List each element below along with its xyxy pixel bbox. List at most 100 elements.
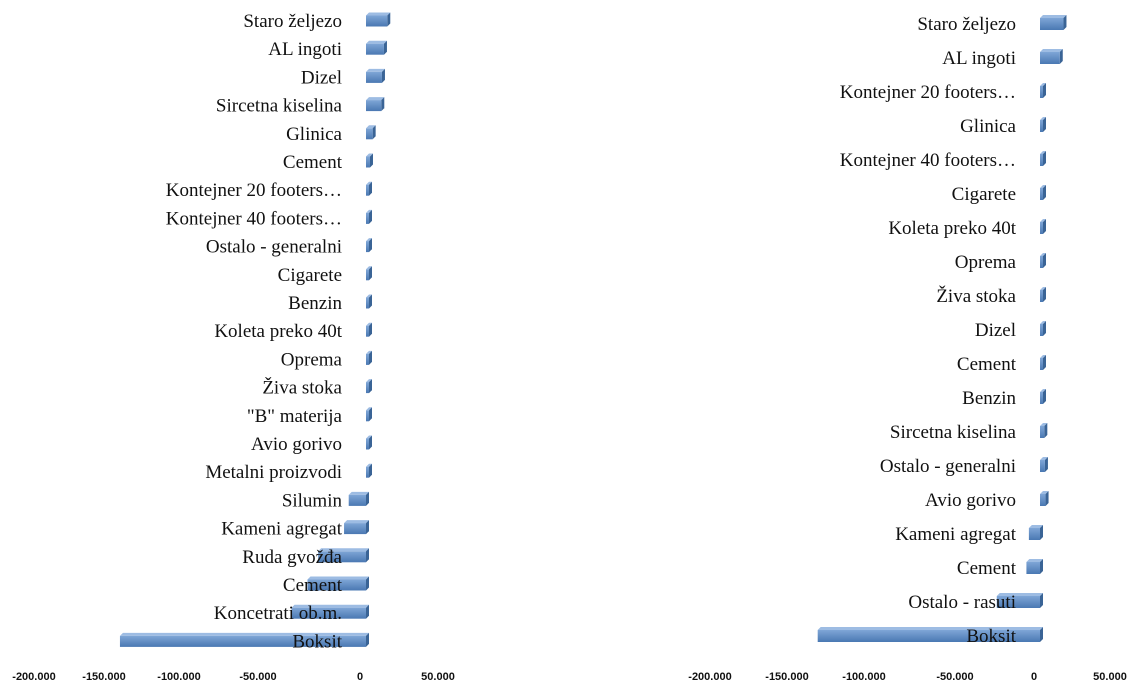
bar (318, 551, 366, 563)
bar-side-face (1043, 253, 1046, 268)
left-bar-chart: Staro željezo AL ingoti Dizel Sircetna kise… (12, 11, 455, 683)
bar-side-face (366, 548, 369, 563)
bar (1028, 528, 1040, 540)
category-label: Oprema (281, 349, 343, 370)
bar-top-face (366, 266, 372, 270)
bar (1040, 460, 1045, 472)
bar (996, 596, 1040, 608)
bar-side-face (1043, 117, 1046, 132)
bar (119, 635, 366, 647)
bar-top-face (366, 97, 385, 101)
bar-side-face (1043, 83, 1046, 98)
bar (1040, 256, 1043, 268)
category-label: Dizel (975, 320, 1016, 341)
bar-side-face (369, 153, 373, 168)
bar-side-face (1045, 491, 1049, 506)
category-label: Sircetna kiselina (890, 422, 1017, 443)
bar (1026, 562, 1040, 574)
bar (366, 184, 369, 196)
category-label: Benzin (962, 388, 1016, 409)
bar-side-face (1044, 457, 1048, 472)
bar-side-face (366, 520, 369, 535)
bar (366, 128, 373, 140)
bar (1040, 392, 1043, 404)
x-tick-label: -200.000 (688, 671, 731, 683)
bar-side-face (1043, 389, 1046, 404)
bar-side-face (366, 604, 369, 619)
bar-top-face (366, 463, 372, 467)
category-label: "B" materija (247, 406, 343, 427)
bar-top-face (996, 593, 1043, 596)
bar (366, 297, 369, 309)
bar-top-face (1040, 83, 1046, 86)
bar (344, 523, 366, 535)
category-label: Živa stoka (936, 285, 1016, 307)
bar-top-face (344, 520, 369, 524)
bar (366, 353, 369, 365)
bar-side-face (1043, 151, 1046, 166)
x-tick-label: -50.000 (239, 671, 276, 683)
bar-side-face (369, 209, 372, 224)
category-label: Kontejner 40 footers… (840, 150, 1016, 171)
bar-top-face (291, 604, 369, 608)
bar-side-face (1043, 219, 1046, 234)
category-label: Živa stoka (262, 377, 342, 399)
bar (366, 156, 370, 168)
bar-top-face (366, 125, 376, 129)
bar-top-face (1040, 117, 1046, 120)
bar-top-face (307, 576, 369, 580)
bar-side-face (1044, 423, 1048, 438)
category-label: Staro željezo (243, 11, 342, 32)
bar-top-face (366, 350, 372, 354)
bar-top-face (119, 632, 369, 636)
bar-top-face (366, 68, 385, 72)
bar-top-face (1040, 321, 1046, 324)
category-label: Cigarete (952, 184, 1016, 205)
bar-side-face (1040, 559, 1043, 574)
x-tick-label: -100.000 (842, 671, 885, 683)
category-label: Oprema (955, 252, 1017, 273)
bar-side-face (1040, 525, 1043, 540)
bar-side-face (366, 491, 369, 506)
bar-side-face (366, 576, 369, 591)
bar-side-face (381, 97, 385, 112)
category-label: Avio gorivo (251, 434, 342, 455)
bar (817, 630, 1040, 642)
bar-side-face (369, 463, 372, 478)
bar (291, 607, 366, 619)
bar-top-face (366, 181, 372, 185)
bar (348, 494, 366, 506)
bar (1040, 86, 1043, 98)
bar-top-face (1040, 491, 1049, 494)
bar-side-face (369, 350, 372, 365)
right-bar-chart: Staro željezo AL ingoti Kontejner 20 foote… (688, 14, 1127, 683)
category-label: Kameni agregat (895, 524, 1017, 545)
x-tick-label: 50.000 (421, 671, 455, 683)
category-label: Sircetna kiselina (216, 96, 343, 117)
bar-side-face (1059, 49, 1063, 64)
bar-top-face (366, 153, 373, 157)
bar-side-face (1040, 627, 1043, 642)
bar-side-face (1043, 185, 1046, 200)
bar (366, 15, 388, 27)
category-label: Cement (957, 354, 1017, 375)
bar (366, 269, 369, 281)
category-label: Koncetrati ob.m. (214, 603, 342, 624)
bar-side-face (369, 379, 372, 394)
bar (366, 438, 369, 450)
bar (366, 382, 369, 394)
category-label: Koleta preko 40t (888, 218, 1016, 239)
bar-top-face (366, 435, 372, 439)
bar (366, 466, 369, 478)
bar (1040, 120, 1043, 132)
x-tick-label: 0 (357, 671, 363, 683)
bar-top-face (1040, 457, 1048, 460)
bar-side-face (369, 181, 372, 196)
bar-top-face (348, 491, 369, 495)
category-label: Avio gorivo (925, 490, 1016, 511)
x-tick-label: -50.000 (936, 671, 973, 683)
bar (1040, 154, 1043, 166)
bar (366, 43, 384, 55)
bar-top-face (1040, 185, 1046, 188)
